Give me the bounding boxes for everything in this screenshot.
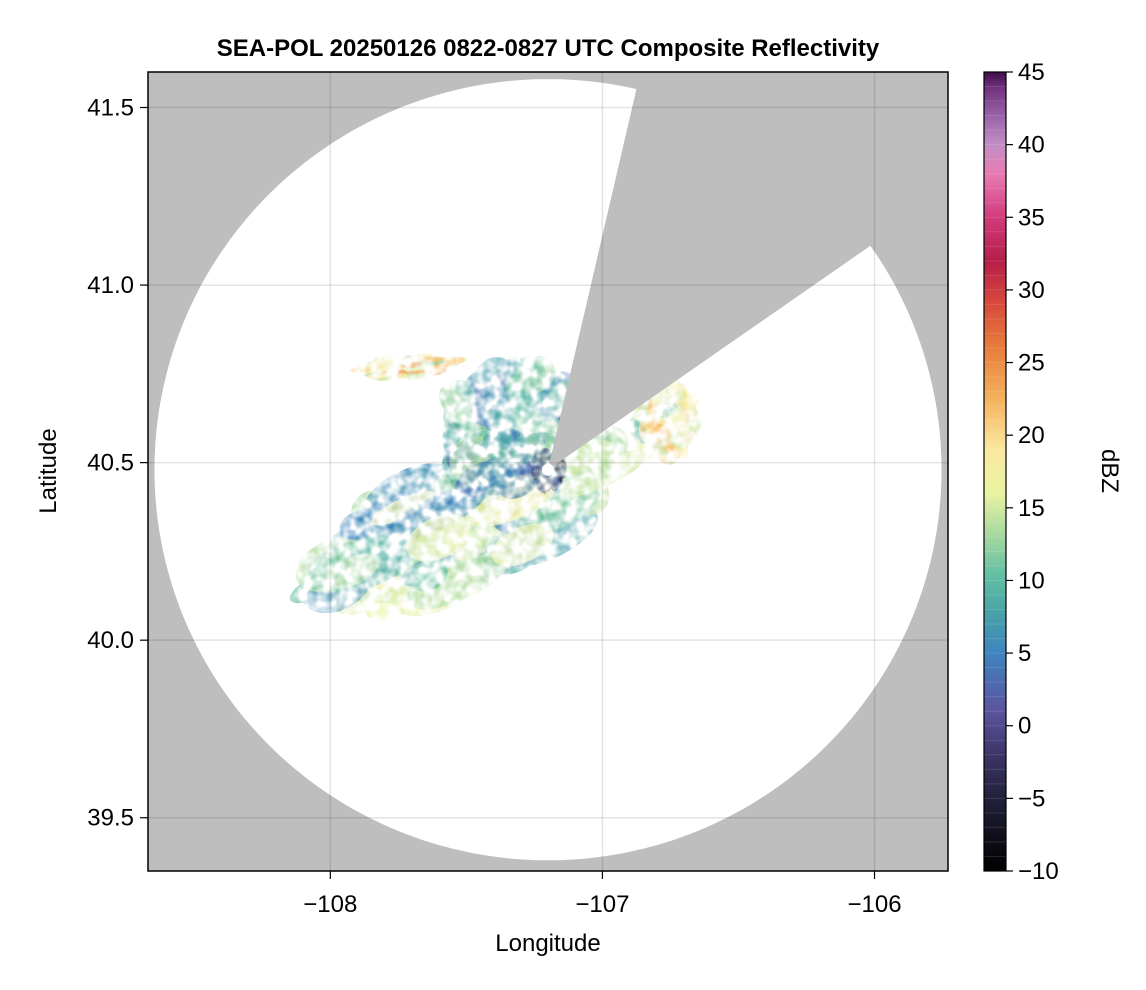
echo-cell [430, 363, 452, 371]
plot-area [148, 72, 948, 871]
colorbar-fill [984, 72, 1006, 871]
echo-cell [476, 457, 517, 496]
echo-cell [410, 553, 509, 610]
echo-cell [480, 382, 510, 412]
echo-cell [533, 449, 544, 463]
grid-lines [148, 72, 948, 871]
colorbar-tick-label: 40 [1018, 132, 1045, 159]
radar-site [542, 463, 554, 476]
echo-cell [371, 490, 436, 526]
y-tick-label: 41.5 [87, 95, 134, 122]
echo-cell [663, 440, 675, 455]
echo-cell [491, 523, 554, 566]
echo-cell [553, 440, 613, 477]
colorbar-tick-label: −5 [1018, 785, 1045, 812]
colorbar: −10 −5 0 5 10 15 20 25 30 35 40 45 dBZ [983, 59, 1123, 885]
echo-cell [350, 365, 380, 373]
x-tick-label: −106 [847, 891, 901, 918]
y-tick-label: 40.5 [87, 450, 134, 477]
x-axis-label: Longitude [495, 930, 600, 957]
plot-frame [147, 71, 949, 872]
chart-title: SEA-POL 20250126 0822-0827 UTC Composite… [217, 35, 880, 62]
blocked-sector [548, 72, 887, 470]
colorbar-tick-label: 15 [1018, 495, 1045, 522]
colorbar-band-lines [983, 71, 1007, 872]
x-tick-label: −107 [575, 891, 629, 918]
echo-cell [682, 397, 697, 415]
colorbar-tick-label: 20 [1018, 422, 1045, 449]
echo-cell [325, 553, 379, 589]
y-axis-label: Latitude [35, 428, 62, 513]
echo-cell [543, 476, 552, 492]
colorbar-tick-label: 35 [1018, 204, 1045, 231]
echo-cell [552, 471, 557, 482]
x-axis-ticks: −108 −107 −106 [303, 871, 902, 918]
colorbar-tick-label: 5 [1018, 640, 1031, 667]
echo-cell [666, 412, 686, 431]
echo-cell [439, 385, 472, 424]
y-axis-ticks: 39.5 40.0 40.5 41.0 41.5 [87, 95, 148, 832]
echo-cell [511, 388, 542, 417]
colorbar-ticks: −10 −5 0 5 10 15 20 25 30 35 40 45 [1006, 59, 1059, 885]
echo-cell [541, 448, 551, 458]
echo-cell [408, 559, 448, 592]
y-tick-label: 41.0 [87, 272, 134, 299]
echo-region [439, 355, 587, 502]
echo-cell [404, 370, 426, 375]
echo-cell [369, 375, 386, 379]
echo-region [350, 352, 467, 381]
echo-cell [481, 428, 513, 459]
echo-cell [382, 369, 407, 375]
echo-cell [406, 514, 471, 562]
x-tick-label: −108 [303, 891, 357, 918]
colorbar-tick-label: −10 [1018, 858, 1059, 885]
colorbar-tick-label: 45 [1018, 59, 1045, 86]
echo-cell [385, 485, 487, 541]
colorbar-tick-label: 10 [1018, 567, 1045, 594]
y-tick-label: 39.5 [87, 805, 134, 832]
echo-region [627, 375, 702, 465]
echo-cell [362, 362, 381, 367]
echo-cell [638, 418, 661, 445]
colorbar-tick-label: 30 [1018, 277, 1045, 304]
y-tick-label: 40.0 [87, 627, 134, 654]
colorbar-frame [983, 71, 1007, 872]
echo-cell [411, 356, 439, 363]
echo-cell [401, 361, 423, 368]
colorbar-tick-label: 0 [1018, 713, 1031, 740]
reflectivity-echoes [289, 72, 887, 620]
colorbar-label: dBZ [1096, 449, 1123, 493]
colorbar-tick-label: 25 [1018, 350, 1045, 377]
echo-cell [405, 372, 432, 380]
echo-cell [505, 362, 546, 393]
echo-cell [559, 471, 567, 478]
